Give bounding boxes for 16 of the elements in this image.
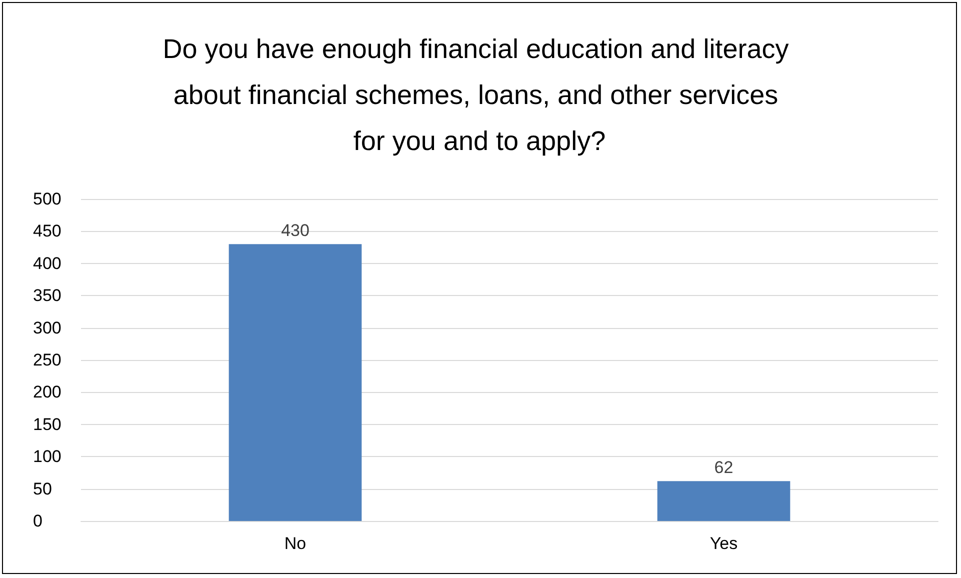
- x-tick-label: No: [284, 534, 306, 553]
- y-tick-label: 350: [33, 286, 62, 306]
- y-tick-label: 0: [33, 512, 42, 530]
- x-tick-label: Yes: [710, 534, 738, 553]
- y-tick-label: 400: [33, 254, 62, 273]
- chart-title: Do you have enough financial education and literacy about financial schemes, loans, and other services for you and to apply?: [162, 34, 796, 156]
- y-tick-label: 300: [33, 318, 62, 338]
- y-tick-label: 200: [33, 382, 62, 402]
- y-tick-label: 100: [33, 447, 62, 466]
- y-tick-label: 250: [33, 350, 62, 370]
- data-label: 430: [281, 221, 310, 240]
- y-tick-label: 50: [33, 479, 52, 498]
- y-tick-label: 500: [33, 190, 62, 208]
- y-tick-label: 150: [33, 414, 62, 434]
- y-tick-label: 450: [33, 222, 62, 241]
- data-label: 62: [714, 458, 734, 478]
